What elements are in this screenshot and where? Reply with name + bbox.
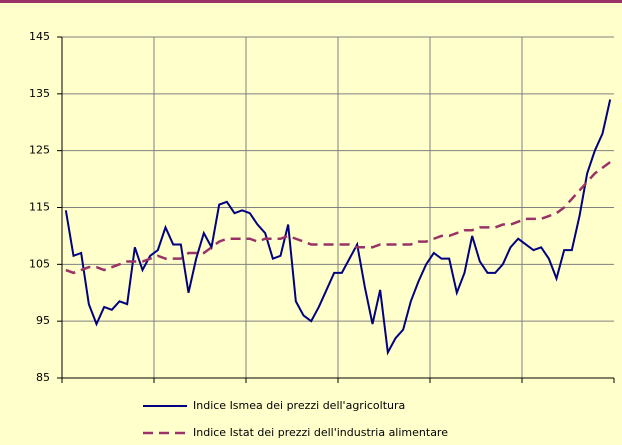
top-border [0,0,622,3]
y-tick-label: 105 [29,257,50,270]
series-line [64,99,612,356]
y-tick-label: 115 [29,201,50,214]
y-tick-label: 135 [29,87,50,100]
legend-label: Indice Istat dei prezzi dell'industria a… [193,426,448,439]
y-tick-label: 145 [29,30,50,43]
y-tick-label: 95 [36,314,50,327]
y-tick-label: 85 [36,371,50,384]
legend-label: Indice Ismea dei prezzi dell'agricoltura [193,399,405,412]
y-tick-label: 125 [29,144,50,157]
series-line [65,161,611,275]
